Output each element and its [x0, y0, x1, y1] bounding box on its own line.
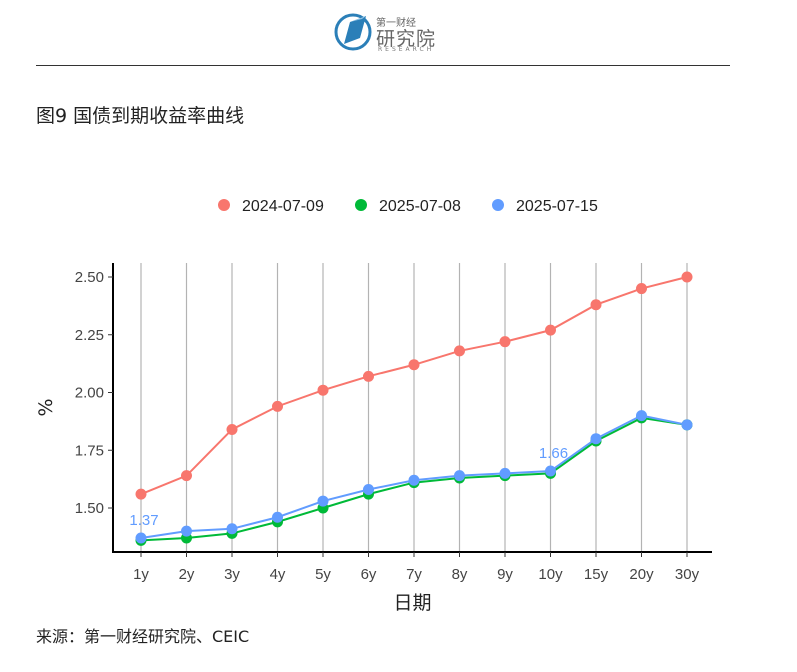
- y-tick-label: 1.75: [75, 442, 104, 459]
- data-point: [181, 525, 192, 537]
- x-tick-label: 9y: [497, 566, 513, 583]
- logo-text-sub: RESEARCH: [378, 46, 435, 53]
- source-note: 来源：第一财经研究院、CEIC: [36, 627, 250, 646]
- legend-label: 2025-07-15: [516, 198, 598, 215]
- x-tick-label: 5y: [315, 566, 331, 583]
- x-tick-label: 4y: [270, 566, 286, 583]
- logo-text-small: 第一财经: [376, 18, 416, 29]
- data-point: [681, 271, 693, 283]
- data-point: [545, 465, 556, 477]
- x-tick-label: 6y: [361, 566, 377, 583]
- legend-marker: [492, 199, 504, 211]
- legend-label: 2024-07-09: [242, 198, 324, 215]
- data-point: [454, 470, 465, 482]
- y-tick-label: 2.50: [75, 269, 104, 286]
- y-tick-label: 2.25: [75, 327, 104, 344]
- header-divider: [36, 65, 730, 66]
- data-point: [135, 532, 147, 544]
- x-tick-label: 7y: [406, 566, 422, 583]
- yicai-logo-icon: [334, 13, 372, 51]
- data-point: [499, 336, 511, 348]
- x-tick-label: 2y: [179, 566, 195, 583]
- figure-title: 图9 国债到期收益率曲线: [36, 105, 245, 127]
- x-tick-label: 3y: [224, 566, 240, 583]
- data-point: [681, 419, 693, 431]
- data-point: [317, 495, 329, 507]
- legend-item-2025-07-08: 2025-07-08: [355, 198, 461, 215]
- data-point: [226, 523, 238, 535]
- data-point: [590, 299, 602, 311]
- data-point: [408, 359, 420, 371]
- data-point: [363, 484, 374, 496]
- logo-text-main: 研究院: [376, 28, 437, 50]
- data-point: [135, 488, 147, 500]
- chart-axes: [112, 263, 712, 553]
- data-point: [408, 474, 420, 486]
- data-point: [181, 470, 192, 482]
- chart-ticks: 1.50 1.75 2.00 2.25 2.50 1y 2y 3y 4y 5y 6y 7y 8y 9y 10…: [75, 269, 700, 583]
- data-point: [636, 283, 647, 295]
- x-tick-label: 8y: [452, 566, 468, 583]
- data-label: 1.66: [539, 445, 568, 462]
- chart-series: [135, 271, 693, 546]
- data-point: [636, 410, 647, 422]
- y-axis-title: %: [35, 398, 57, 416]
- data-point: [499, 467, 511, 479]
- chart-grid: [140, 263, 688, 552]
- data-point: [454, 345, 465, 357]
- x-tick-label: 30y: [675, 566, 700, 583]
- data-point: [317, 384, 329, 396]
- legend-item-2024-07-09: 2024-07-09: [218, 198, 324, 215]
- x-tick-label: 10y: [538, 566, 563, 583]
- x-tick-label: 15y: [584, 566, 609, 583]
- data-point: [226, 423, 238, 435]
- logo: 第一财经 研究院 RESEARCH: [334, 10, 444, 56]
- chart-data-labels: 1.37 1.66: [129, 445, 568, 529]
- chart-legend: 2024-07-09 2025-07-08 2025-07-15: [218, 198, 598, 215]
- data-point: [545, 324, 556, 336]
- x-tick-label: 1y: [133, 566, 149, 583]
- legend-item-2025-07-15: 2025-07-15: [492, 198, 598, 215]
- y-tick-label: 2.00: [75, 385, 104, 402]
- legend-marker: [218, 199, 230, 211]
- data-point: [590, 433, 602, 445]
- legend-marker: [355, 199, 367, 211]
- y-tick-label: 1.50: [75, 500, 104, 517]
- data-point: [363, 370, 374, 382]
- data-point: [272, 511, 283, 523]
- data-point: [272, 400, 283, 412]
- legend-label: 2025-07-08: [379, 198, 461, 215]
- x-axis-title: 日期: [393, 592, 431, 614]
- data-label: 1.37: [129, 512, 158, 529]
- x-tick-label: 20y: [629, 566, 654, 583]
